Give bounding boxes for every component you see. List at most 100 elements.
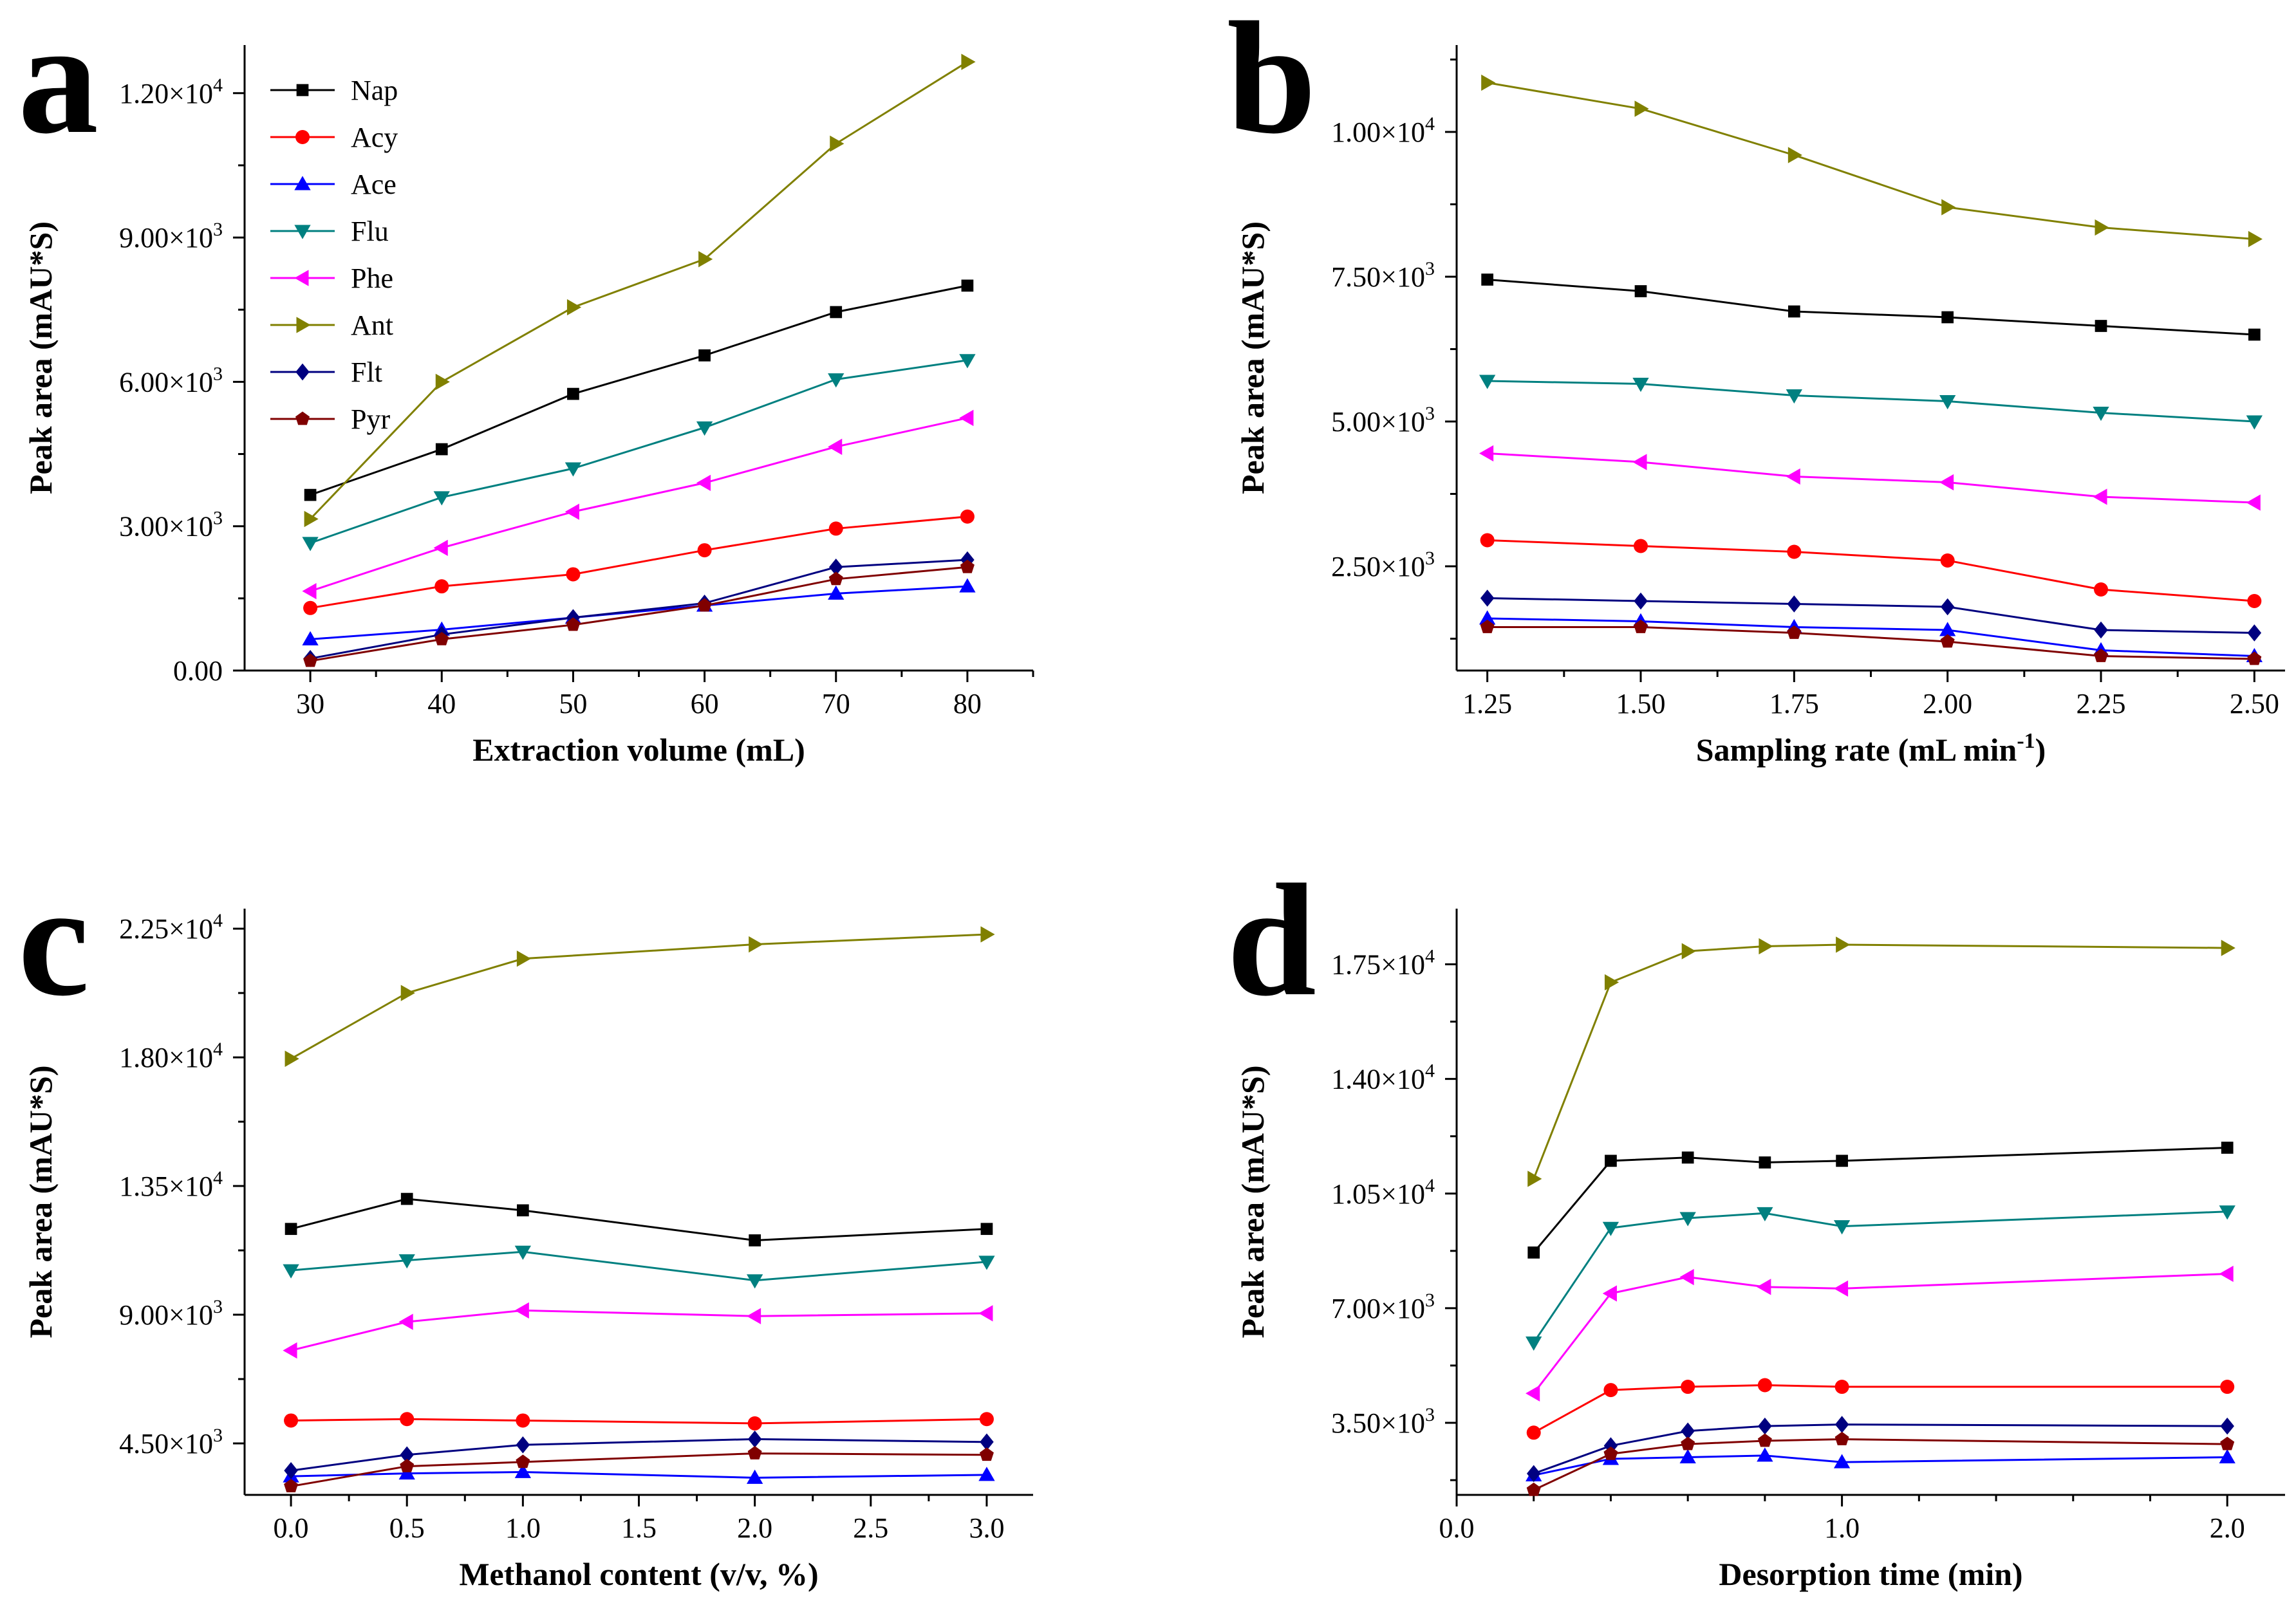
x-axis-title: Sampling rate (mL min-1) [1696,729,2046,768]
legend-marker [294,225,311,239]
series-line-nap [1487,279,2255,336]
legend-item-acy: Acy [270,122,398,153]
data-point-pyr [2094,648,2108,662]
data-point-nap [2248,328,2261,341]
series-line-phe [1533,1272,2228,1394]
data-point-pyr [303,653,318,667]
series-line-flt [1487,597,2255,634]
series-line-acy [1487,539,2255,602]
y-tick-label: 1.40×104 [1331,1061,1435,1095]
data-point-flu [1833,1220,1851,1235]
x-axis-title: Methanol content (v/v, %) [459,1556,818,1592]
x-tick-label: 3.0 [969,1512,1004,1544]
series-nap [285,1192,993,1246]
series-phe [283,1302,993,1359]
series-line-ace [1487,617,2255,657]
series-nap [1481,273,2261,341]
data-point-acy [1603,1383,1618,1398]
series-flt [284,1431,994,1479]
data-point-ace [978,1467,995,1481]
y-tick-label: 1.35×104 [119,1167,223,1202]
data-point-flt [2220,1417,2234,1435]
data-point-ant [1836,936,1851,953]
data-point-flu [1939,395,1956,410]
legend-label: Nap [351,75,398,106]
y-tick-label: 1.20×104 [119,75,223,109]
x-tick-label: 2.00 [1923,688,1972,719]
data-point-acy [303,600,318,615]
series-line-ace [1533,1454,2228,1476]
data-point-flu [978,1255,995,1270]
series-phe [1479,445,2261,511]
y-tick-label: 3.50×103 [1331,1404,1435,1439]
x-tick-label: 1.0 [1824,1512,1860,1544]
data-point-ace [959,578,976,593]
data-point-ace [1679,1449,1696,1463]
x-tick-label: 30 [296,688,324,719]
series-phe [302,409,974,600]
data-point-nap [1941,311,1954,324]
data-point-ant [1481,74,1496,91]
data-point-pyr [1787,625,1802,639]
series-line-pyr [1533,1438,2228,1491]
series-line-phe [1487,452,2255,504]
data-point-nap [1527,1246,1540,1259]
data-point-ant [1604,974,1619,991]
legend-item-nap: Nap [270,75,398,106]
data-point-flt [2094,621,2108,639]
series-line-flu [1533,1210,2228,1344]
data-point-pyr [516,1454,530,1468]
x-tick-label: 2.0 [737,1512,772,1544]
data-point-nap [517,1204,529,1217]
series-acy [284,1412,994,1431]
data-point-flt [1787,595,1802,613]
data-point-flt [1526,1465,1541,1483]
legend-label: Ace [351,169,397,200]
data-point-pyr [1603,1446,1618,1460]
data-point-pyr [1757,1433,1772,1447]
data-point-flu [959,354,976,369]
y-tick-label: 9.00×103 [119,1296,223,1331]
data-point-flt [747,1431,762,1448]
panel-letter: a [18,0,98,167]
series-line-flu [310,359,968,544]
data-point-ace [1479,610,1496,625]
data-point-phe [696,474,711,492]
data-point-flu [1632,378,1649,393]
x-axis-title: Extraction volume (mL) [472,732,805,768]
data-point-nap [961,279,974,292]
y-tick-label: 5.00×103 [1331,403,1435,438]
data-point-pyr [1634,619,1648,633]
data-point-ant [285,1050,299,1067]
legend-label: Acy [351,122,398,153]
data-point-acy [1834,1380,1849,1394]
data-point-ace [1757,1447,1773,1462]
panel-letter: b [1227,0,1316,167]
data-point-flu [565,462,582,477]
legend-marker [294,270,309,286]
legend-label: Ant [351,310,393,341]
data-point-ace [2219,1449,2235,1463]
legend-label: Pyr [351,403,390,435]
data-point-flt [1634,592,1648,610]
x-axis-title: Desorption time (min) [1719,1556,2022,1592]
data-point-pyr [2220,1436,2235,1450]
data-point-flu [2093,407,2109,422]
y-tick-label: 7.50×103 [1331,258,1435,293]
data-point-nap [1836,1154,1848,1167]
series-acy [1526,1378,2235,1440]
series-line-ant [1487,82,2255,240]
data-point-acy [960,509,975,524]
data-point-phe [1679,1268,1694,1286]
data-point-acy [828,521,843,536]
data-point-acy [400,1412,415,1427]
data-point-phe [1833,1280,1849,1297]
data-point-phe [2219,1265,2234,1283]
x-tick-label: 70 [822,688,850,719]
data-point-acy [2247,594,2262,608]
legend-item-ant: Ant [270,310,393,341]
data-point-phe [398,1313,413,1330]
series-pyr [303,559,975,667]
data-point-ace [746,1469,763,1484]
